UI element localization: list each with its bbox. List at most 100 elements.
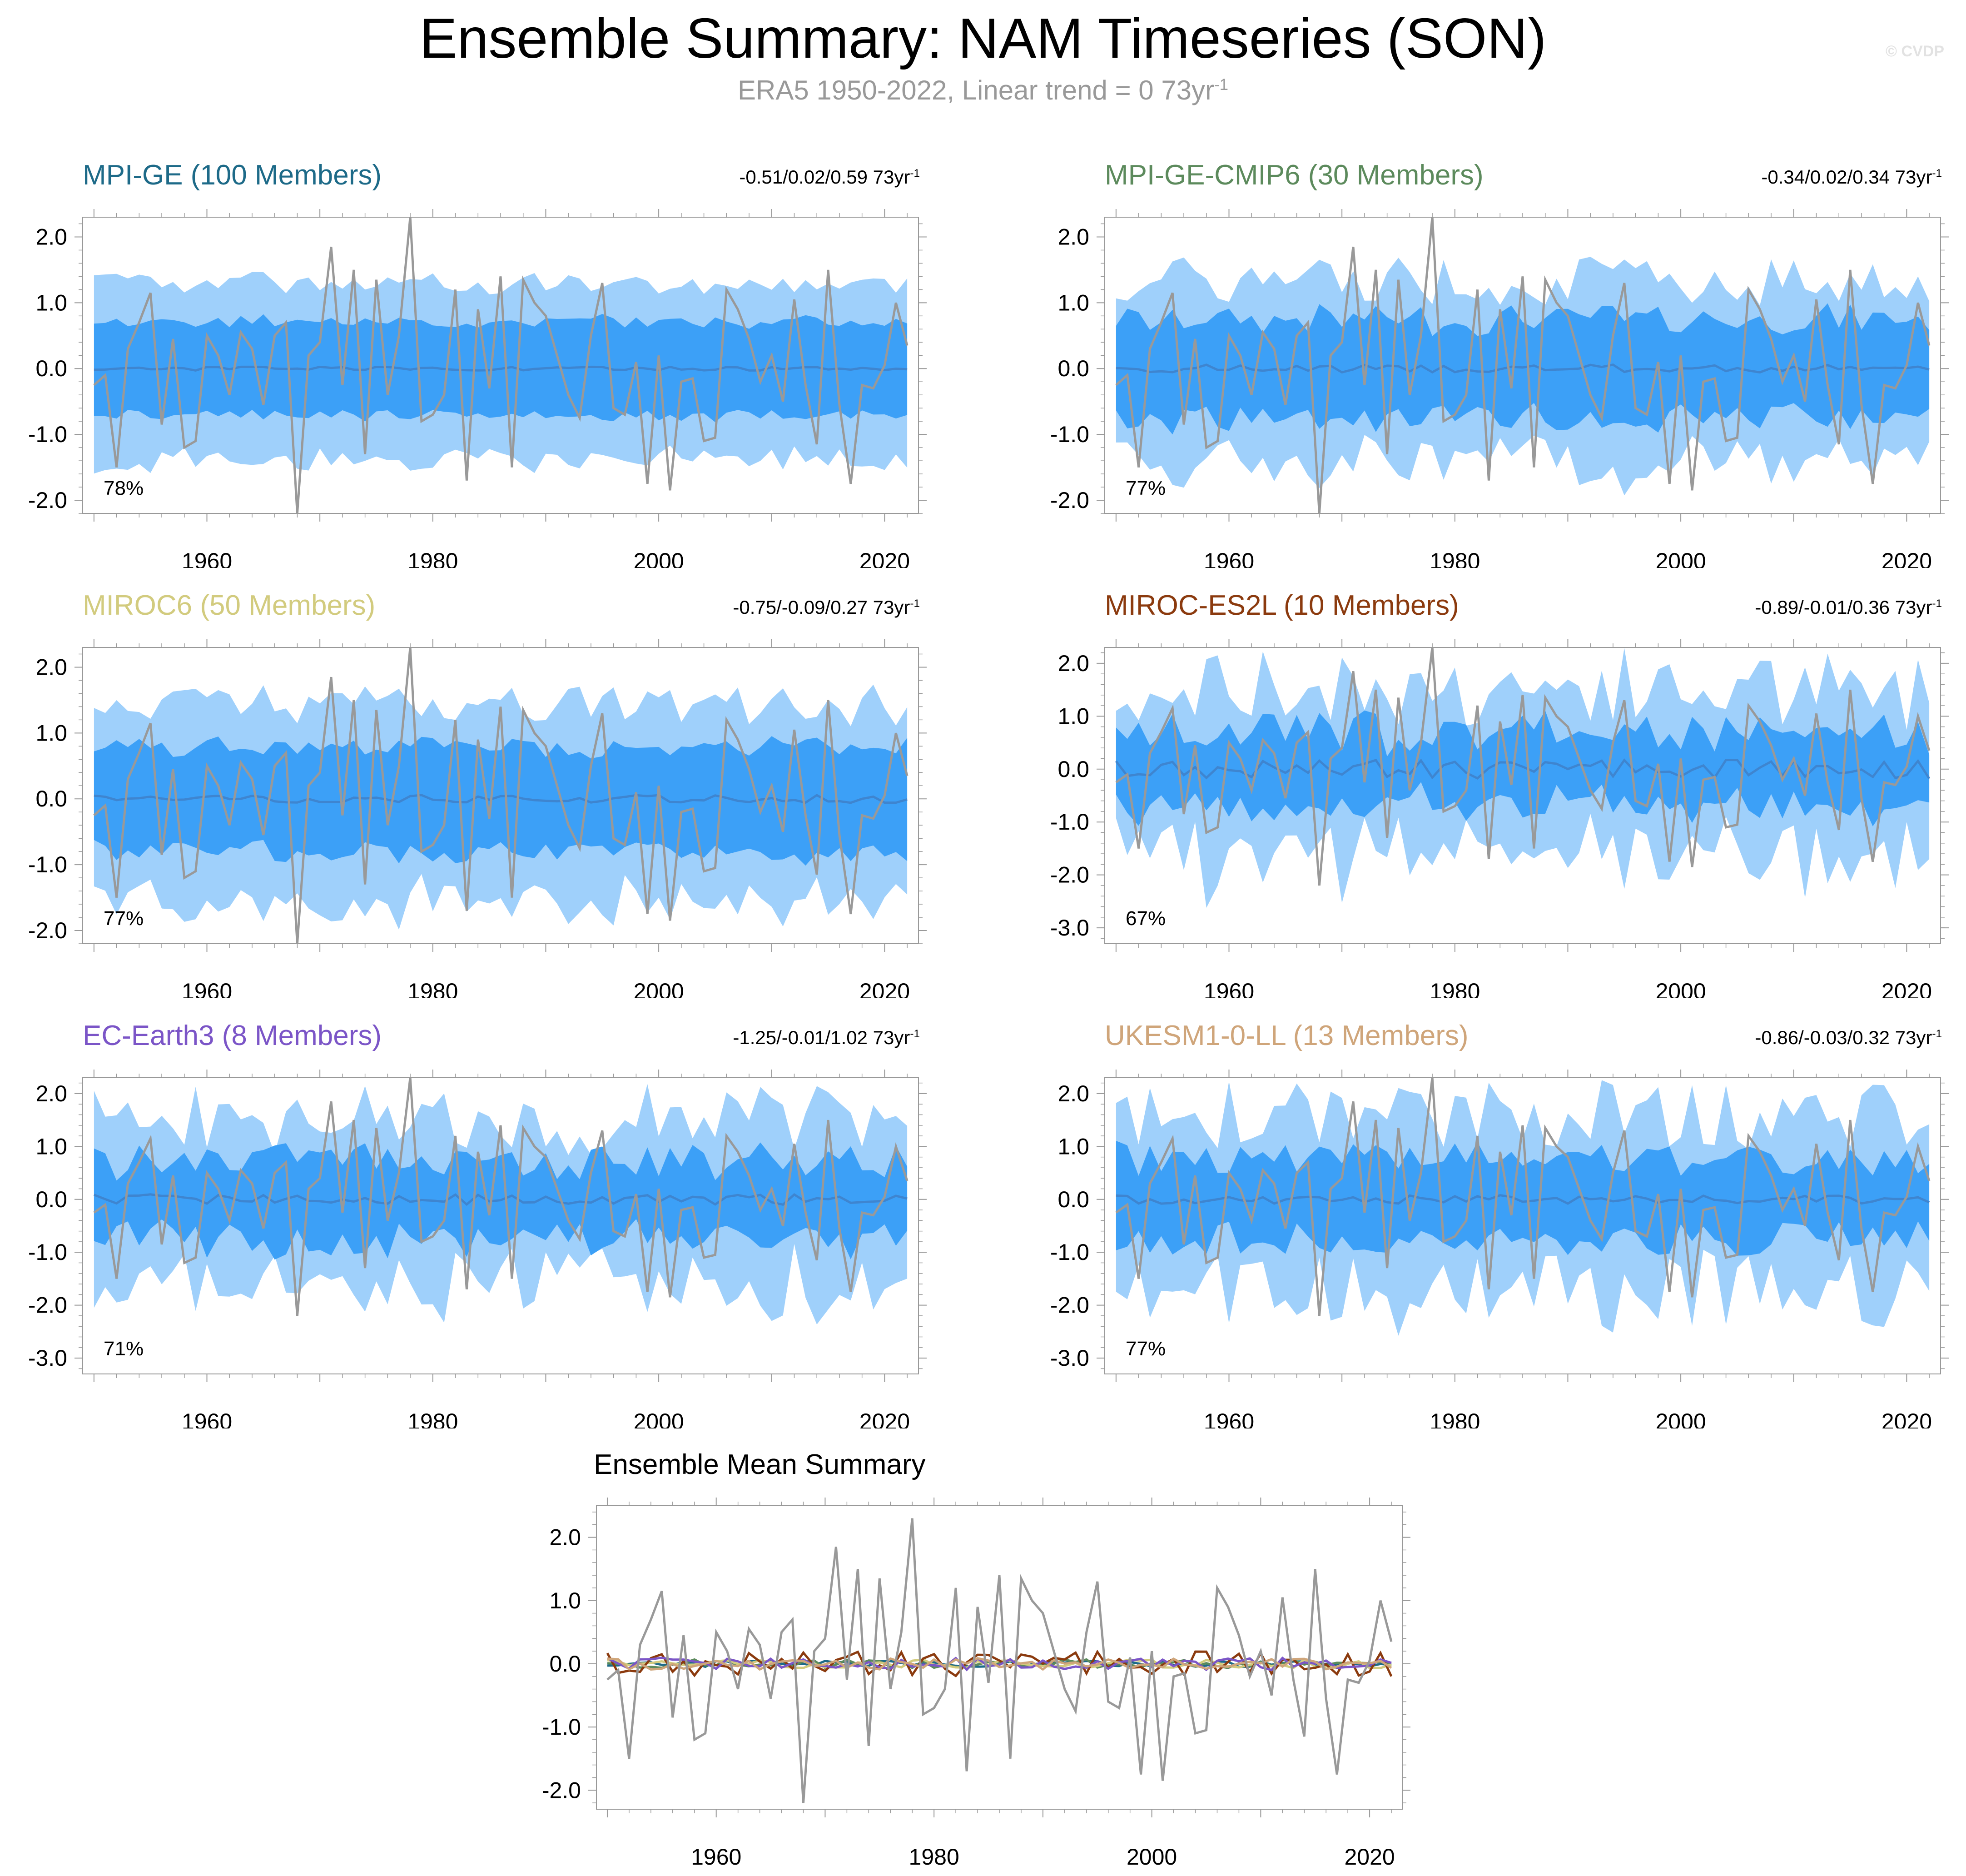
- nam-chart-mpi-ge: 2.0 1.0 0.0 -1.0 -2.0 1960 1980 2000 2020: [28, 209, 927, 568]
- y-tick-label: 2.0: [35, 1081, 67, 1106]
- y-tick-label: 0.0: [35, 356, 67, 381]
- ensemble-mean-line: [94, 794, 908, 804]
- y-tick-label: -1.0: [1050, 809, 1089, 835]
- x-tick-label: 1960: [691, 1844, 741, 1870]
- y-tick-label: 2.0: [549, 1525, 581, 1550]
- panel-ec-earth3: EC-Earth3 (8 Members) -1.25/-0.01/1.02 7…: [0, 1020, 936, 1428]
- panel-mpi-ge-cmip6: MPI-GE-CMIP6 (30 Members) -0.34/0.02/0.3…: [1022, 159, 1958, 568]
- x-tick-label: 2000: [1655, 979, 1706, 998]
- trend-range: -0.89/-0.01/0.36 73yr-1: [1755, 597, 1942, 618]
- x-tick-label: 2020: [1882, 979, 1932, 998]
- y-tick-label: -1.0: [28, 852, 67, 877]
- trend-text: -0.89/-0.01/0.36 73yr: [1755, 597, 1932, 618]
- percent-label: 77%: [104, 907, 144, 930]
- y-tick-label: 2.0: [35, 654, 67, 680]
- ensemble-mean-line: [93, 1193, 908, 1206]
- trend-superscript: -1: [1932, 597, 1942, 610]
- percent-label: 71%: [104, 1338, 144, 1360]
- y-tick-label: -3.0: [1050, 915, 1089, 940]
- y-tick-label: -2.0: [1050, 1293, 1089, 1318]
- trend-text: -0.86/-0.03/0.32 73yr: [1755, 1027, 1932, 1048]
- y-tick-label: -3.0: [28, 1345, 67, 1371]
- x-tick-label: 2000: [1655, 548, 1706, 568]
- y-tick-label: 0.0: [549, 1651, 581, 1677]
- trend-range: -0.86/-0.03/0.32 73yr-1: [1755, 1027, 1942, 1049]
- x-tick-label: 1960: [1204, 979, 1254, 998]
- percent-label: 67%: [1126, 907, 1166, 930]
- y-tick-label: -2.0: [28, 488, 67, 513]
- nam-chart-miroc6: 2.0 1.0 0.0 -1.0 -2.0 1960 1980 2000 2020: [28, 639, 927, 998]
- y-tick-label: 0.0: [1057, 356, 1089, 381]
- ensemble-mean-line: [1116, 1194, 1930, 1205]
- y-tick-label: 0.0: [1057, 756, 1089, 782]
- trend-superscript: -1: [910, 597, 920, 610]
- y-tick-label: 1.0: [549, 1588, 581, 1613]
- x-tick-label: 1960: [182, 979, 232, 998]
- model-mean-line: [606, 1656, 1392, 1672]
- panel-title: UKESM1-0-LL (13 Members): [1105, 1020, 1469, 1051]
- trend-range: -1.25/-0.01/1.02 73yr-1: [733, 1027, 920, 1049]
- nam-chart-miroc-es2l: 2.0 1.0 0.0 -1.0 -2.0 -3.0 1960 1980 2000 2020: [1050, 639, 1949, 998]
- x-tick-label: 1960: [1204, 548, 1254, 568]
- y-tick-label: 0.0: [1057, 1187, 1089, 1212]
- panel-ensemble-mean: Ensemble Mean Summary 2.0 1.0 0.0 -1.0 -2.0 1…: [511, 1448, 1447, 1876]
- x-tick-label: 2020: [1882, 1409, 1932, 1428]
- percent-label: 78%: [104, 477, 144, 499]
- y-tick-label: 2.0: [35, 224, 67, 249]
- panel-title: MPI-GE (100 Members): [83, 159, 382, 191]
- ensemble-mean-line: [94, 365, 908, 372]
- trend-superscript: -1: [910, 1028, 920, 1040]
- trend-superscript: -1: [1932, 167, 1942, 179]
- x-tick-label: 1980: [1430, 548, 1480, 568]
- y-tick-label: -1.0: [1050, 422, 1089, 447]
- x-tick-label: 1960: [182, 1409, 232, 1428]
- era5-observation-line: [1115, 1077, 1931, 1316]
- nam-chart-mpi-ge-cmip6: 2.0 1.0 0.0 -1.0 -2.0 1960 1980 2000 2020: [1050, 209, 1949, 568]
- percent-label: 77%: [1126, 477, 1166, 499]
- x-tick-label: 1980: [1430, 1409, 1480, 1428]
- era5-observation-line: [93, 1077, 909, 1316]
- percent-label: 77%: [1126, 1338, 1166, 1360]
- y-tick-label: -1.0: [1050, 1239, 1089, 1265]
- x-tick-label: 1960: [1204, 1409, 1254, 1428]
- y-tick-label: 2.0: [1057, 651, 1089, 676]
- x-tick-label: 2000: [633, 548, 684, 568]
- trend-text: -0.51/0.02/0.59 73yr: [739, 166, 910, 188]
- plot-frame: [596, 1505, 1403, 1810]
- x-tick-label: 2020: [859, 1409, 910, 1428]
- x-tick-label: 2020: [1882, 548, 1932, 568]
- nam-chart-ec-earth3: 2.0 1.0 0.0 -1.0 -2.0 -3.0 1960 1980 2000 2020: [28, 1070, 927, 1428]
- y-tick-label: -1.0: [28, 422, 67, 447]
- trend-range: -0.51/0.02/0.59 73yr-1: [739, 166, 920, 188]
- y-tick-label: 2.0: [1057, 1081, 1089, 1106]
- x-tick-label: 2020: [859, 979, 910, 998]
- x-tick-label: 1980: [407, 548, 458, 568]
- y-tick-label: -2.0: [28, 1293, 67, 1318]
- trend-text: -1.25/-0.01/1.02 73yr: [733, 1027, 910, 1048]
- trend-superscript: -1: [1932, 1028, 1942, 1040]
- cvdp-watermark: © CVDP: [1886, 43, 1944, 60]
- trend-range: -0.75/-0.09/0.27 73yr-1: [733, 597, 920, 618]
- x-tick-label: 2020: [1344, 1844, 1395, 1870]
- x-tick-label: 2000: [1655, 1409, 1706, 1428]
- model-mean-line: [607, 1657, 1392, 1671]
- x-tick-label: 1980: [407, 1409, 458, 1428]
- trend-range: -0.34/0.02/0.34 73yr-1: [1761, 166, 1942, 188]
- x-tick-label: 2000: [633, 1409, 684, 1428]
- y-tick-label: -1.0: [542, 1714, 581, 1740]
- panel-miroc6: MIROC6 (50 Members) -0.75/-0.09/0.27 73y…: [0, 589, 936, 998]
- panel-title: EC-Earth3 (8 Members): [83, 1020, 382, 1051]
- nam-chart-ensemble-mean: 2.0 1.0 0.0 -1.0 -2.0 1960 1980 2000 2020: [542, 1498, 1410, 1870]
- era5-observation-line: [93, 647, 909, 944]
- x-tick-label: 1960: [182, 548, 232, 568]
- page-title: Ensemble Summary: NAM Timeseries (SON): [419, 7, 1547, 70]
- x-tick-label: 2000: [1127, 1844, 1177, 1870]
- x-tick-label: 1980: [407, 979, 458, 998]
- x-tick-label: 2020: [859, 548, 910, 568]
- trend-superscript: -1: [910, 167, 920, 179]
- y-tick-label: 1.0: [35, 1134, 67, 1159]
- y-tick-label: -2.0: [1050, 862, 1089, 888]
- y-tick-label: -3.0: [1050, 1345, 1089, 1371]
- panel-title: MPI-GE-CMIP6 (30 Members): [1105, 159, 1484, 191]
- panel-title: MIROC-ES2L (10 Members): [1105, 590, 1459, 621]
